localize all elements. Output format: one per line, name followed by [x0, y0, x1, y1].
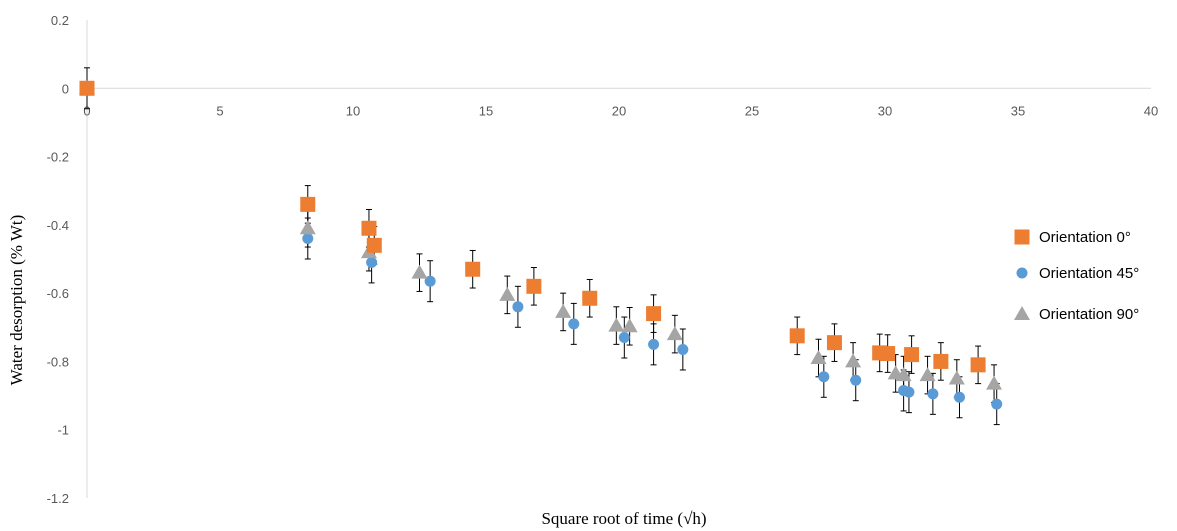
data-point-square [366, 237, 382, 253]
x-tick-label: 40 [1144, 103, 1158, 118]
y-tick-label: -1 [57, 423, 69, 438]
y-tick-label: -0.8 [47, 354, 69, 369]
data-point-triangle [621, 318, 638, 333]
legend-item: Orientation 90° [1014, 306, 1139, 323]
data-point-triangle [895, 367, 912, 382]
legend-label: Orientation 90° [1039, 306, 1139, 323]
data-point-triangle [666, 326, 683, 341]
data-point-triangle [411, 264, 428, 279]
data-point-circle [424, 275, 436, 287]
data-point-triangle [555, 303, 572, 318]
data-point-circle [991, 398, 1003, 410]
data-point-circle [903, 386, 915, 398]
x-tick-label: 35 [1011, 103, 1025, 118]
y-tick-label: 0.2 [51, 13, 69, 28]
legend-label: Orientation 45° [1039, 265, 1139, 282]
legend-marker-circle [1016, 267, 1028, 279]
data-point-circle [568, 318, 580, 330]
data-point-triangle [499, 286, 516, 301]
data-point-triangle [845, 353, 862, 368]
data-point-square [465, 261, 481, 277]
data-point-circle [618, 332, 630, 344]
data-point-circle [927, 388, 939, 400]
data-point-square [880, 346, 896, 362]
data-point-circle [366, 256, 378, 268]
y-tick-label: 0 [62, 81, 69, 96]
data-point-square [526, 278, 542, 294]
data-point-circle [648, 338, 660, 350]
legend-item: Orientation 0° [1014, 229, 1131, 246]
data-point-circle [302, 233, 314, 245]
data-point-triangle [919, 367, 936, 382]
x-tick-label: 0 [83, 103, 90, 118]
data-point-square [826, 335, 842, 351]
data-point-square [646, 306, 662, 322]
tick-labels: 0 5 10 15 20 25 30 35 40 0.2 0 -0.2 -0.4 -0.6 -0.8 -1 -1… [47, 13, 1159, 506]
x-tick-label: 20 [612, 103, 626, 118]
data-point-circle [677, 343, 689, 355]
x-tick-label: 10 [346, 103, 360, 118]
y-tick-label: -1.2 [47, 491, 69, 506]
data-point-triangle [986, 375, 1003, 390]
data-point-triangle [810, 350, 827, 365]
x-tick-label: 15 [479, 103, 493, 118]
x-tick-label: 25 [745, 103, 759, 118]
legend-item: Orientation 45° [1016, 265, 1139, 282]
axes [86, 20, 1151, 498]
y-tick-label: -0.4 [47, 218, 69, 233]
data-point-circle [818, 371, 830, 383]
data-point-square [970, 357, 986, 373]
data-point-square [582, 290, 598, 306]
y-tick-label: -0.2 [47, 150, 69, 165]
data-point-square [361, 220, 377, 236]
data-point-square [789, 328, 805, 344]
data-point-circle [512, 301, 524, 313]
legend-marker-triangle [1014, 306, 1030, 320]
data-point-triangle [299, 220, 316, 235]
x-tick-label: 5 [216, 103, 223, 118]
legend-marker-square [1014, 229, 1030, 245]
data-point-square [79, 80, 95, 96]
data-point-triangle [608, 317, 625, 332]
data-point-triangle [948, 370, 965, 385]
legend: Orientation 0° Orientation 45° Orientation… [1014, 229, 1139, 323]
data-point-circle [953, 391, 965, 403]
data-point-square [300, 196, 316, 212]
x-tick-label: 30 [878, 103, 892, 118]
y-tick-label: -0.6 [47, 286, 69, 301]
data-point-circle [850, 374, 862, 386]
data-point-square [933, 353, 949, 369]
y-axis-title: Water desorption (% Wt) [7, 215, 26, 386]
data-point-square [904, 347, 920, 363]
legend-label: Orientation 0° [1039, 229, 1131, 246]
error-bars [84, 67, 1000, 426]
data-points [79, 80, 1003, 410]
x-axis-title: Square root of time (√h) [541, 509, 706, 528]
